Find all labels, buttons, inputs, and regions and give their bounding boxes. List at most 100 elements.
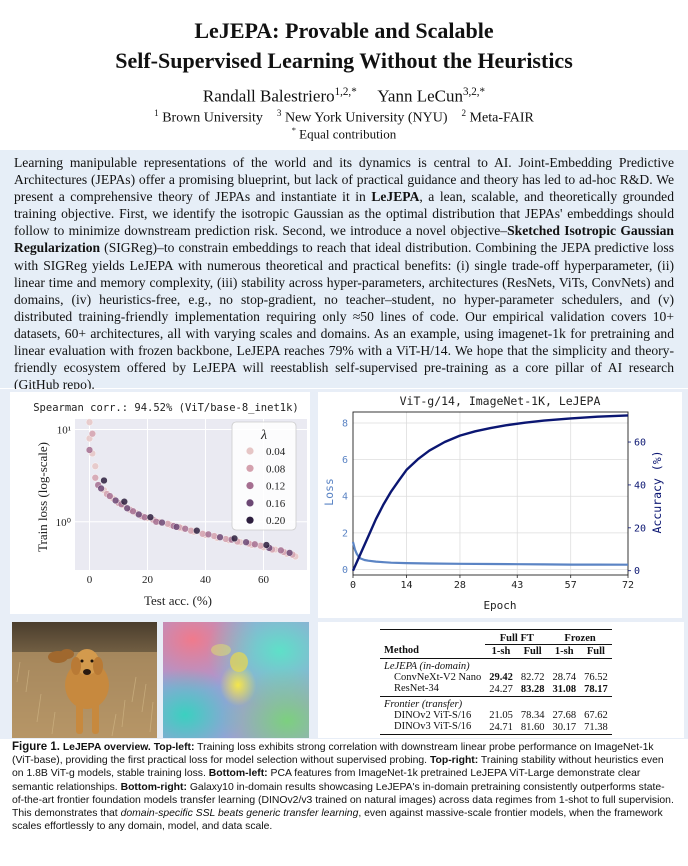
legend-label: 0.16 (266, 498, 286, 510)
scatter-point (88, 430, 97, 438)
scatter-x-tick-label: 0 (87, 574, 93, 586)
line-xlabel: Epoch (483, 599, 516, 612)
abstract-part-2: , a lean, scalable, and theoretically gr… (14, 189, 674, 239)
caption-label: Figure 1. (12, 741, 60, 753)
group-frozen: Frozen (564, 633, 596, 644)
scatter-y-tick-label: 10¹ (57, 425, 71, 437)
line-y-left-tick-label: 4 (342, 492, 348, 503)
group-full-ft: Full FT (499, 633, 534, 644)
title-line-1: LeJEPA: Provable and Scalable (194, 18, 494, 43)
scatter-point (97, 484, 105, 492)
group-rule-2 (548, 644, 612, 645)
legend-label: 0.08 (266, 463, 286, 475)
legend-marker (246, 482, 254, 490)
table-row: DINOv3 ViT-S/16 24.71 81.60 30.17 71.38 (380, 721, 612, 735)
training-chart-card: ViT-g/14, ImageNet-1K, LeJEPA Epoch Loss… (318, 392, 682, 618)
line-series (351, 414, 629, 572)
cell: 29.42 (489, 672, 513, 683)
line-x-tick-label: 57 (565, 580, 577, 591)
results-table-wrap: Full FT Frozen Method 1-sh Full 1-sh Ful… (318, 622, 684, 738)
line-y-right-tick-label: 60 (634, 438, 646, 449)
cell: 82.72 (520, 672, 545, 683)
scatter-point (85, 446, 94, 454)
scatter-y-tick-label: 10⁰ (56, 517, 72, 529)
github-link[interactable]: GitHub repo (18, 377, 87, 393)
caption-text-3: PCA features from ImageNet-1k pretrained… (12, 768, 641, 793)
line-y-left-tick-label: 0 (342, 565, 348, 576)
section-lejepa: LeJEPA (in-domain) (384, 661, 470, 672)
scatter-x-tick-label: 60 (258, 574, 270, 586)
affil-3: New York University (NYU) (284, 110, 448, 126)
line-ylabel-right: Accuracy (%) (650, 450, 664, 533)
caption-text-4: Galaxy10 in-domain results showcasing Le… (12, 781, 674, 820)
results-table: Full FT Frozen Method 1-sh Full 1-sh Ful… (380, 629, 612, 735)
line-x-tick-label: 28 (454, 580, 466, 591)
scatter-point (262, 541, 271, 549)
row-method: ConvNeXt-V2 Nano (394, 672, 482, 683)
row-method: ResNet-34 (394, 683, 439, 694)
scatter-point (111, 496, 120, 505)
caption-bold-1: LeJEPA overview. Top-left: (62, 742, 195, 753)
line-y-right-tick-label: 40 (634, 480, 646, 491)
table-row: ConvNeXt-V2 Nano 29.42 82.72 28.74 76.52 (380, 672, 612, 683)
line-y-right-tick-label: 0 (634, 566, 640, 577)
scatter-ylabel: Train loss (log-scale) (35, 442, 50, 552)
caption-text-2: Training stability without heuristics ev… (12, 755, 664, 780)
line-x-tick-label: 72 (622, 580, 634, 591)
legend-marker (246, 516, 254, 524)
col-method: Method (384, 645, 419, 656)
caption-bold-4: Bottom-right: (120, 781, 187, 793)
equal-contribution-note: * Equal contribution (0, 125, 688, 142)
line-plot-frame (352, 411, 629, 576)
line-y-right-tick-label: 20 (634, 523, 646, 534)
cell: 78.34 (520, 710, 545, 721)
cell: 71.38 (584, 722, 608, 733)
paper-title: LeJEPA: Provable and Scalable Self-Super… (0, 16, 688, 76)
cell: 27.68 (552, 710, 577, 721)
scatter-point (251, 540, 259, 548)
scatter-point (230, 534, 239, 543)
author-1-sup: 1,2,* (334, 86, 357, 98)
legend-label: 0.04 (266, 446, 286, 458)
contrib-text: Equal contribution (299, 126, 397, 142)
abstract-keyword-sigreg: Sketched Isotropic Gaussian Regularizati… (14, 223, 674, 256)
abstract-part-1: Learning manipulable representations of … (14, 155, 674, 205)
cell: 21.05 (489, 710, 513, 721)
col-1sh-frozen: 1-sh (554, 646, 574, 657)
line-series-accuracy (351, 414, 629, 572)
scatter-point (106, 492, 114, 500)
line-x-tick-label: 0 (350, 580, 356, 591)
caption-italic: domain-specific SSL beats generic transf… (120, 808, 359, 820)
line-series-loss (351, 541, 629, 566)
affil-1-sup: 1 (154, 108, 159, 118)
scatter-point (100, 476, 108, 485)
row-method: DINOv3 ViT-S/16 (394, 721, 472, 732)
dog-photo-illustration (12, 622, 157, 738)
author-1: Randall Balestriero (202, 86, 335, 106)
cell: 67.62 (584, 710, 608, 721)
scatter-chart: Spearman corr.: 94.52% (ViT/base-8_inet1… (33, 402, 307, 608)
scatter-point (120, 498, 128, 506)
caption-bold-2: Top-right: (429, 755, 479, 767)
cell: 30.17 (552, 722, 577, 733)
scatter-point (135, 510, 143, 519)
cell: 76.52 (584, 672, 608, 683)
group-rule-1 (485, 644, 549, 645)
scatter-point (277, 546, 285, 554)
scatter-x-tick-label: 20 (142, 574, 154, 586)
scatter-xlabel: Test acc. (%) (144, 593, 212, 608)
affil-1: Brown University (162, 110, 263, 126)
abstract-keyword-lejepa: LeJEPA (371, 189, 420, 205)
scatter-chart-card: Spearman corr.: 94.52% (ViT/base-8_inet1… (10, 392, 310, 614)
author-2-sup: 3,2,* (462, 86, 486, 98)
title-line-2: Self-Supervised Learning Without the Heu… (115, 48, 573, 73)
authors: Randall Balestriero1,2,* Yann LeCun3,2,* (0, 86, 688, 107)
cell: 28.74 (552, 672, 577, 683)
line-title: ViT-g/14, ImageNet-1K, LeJEPA (400, 394, 601, 408)
scatter-legend: λ 0.04 0.08 0.12 0.16 0.20 (231, 421, 297, 531)
training-chart: ViT-g/14, ImageNet-1K, LeJEPA Epoch Loss… (322, 394, 664, 612)
scatter-point (204, 530, 213, 538)
row-method: DINOv2 ViT-S/16 (394, 710, 472, 721)
affil-2: Meta-FAIR (469, 110, 534, 126)
col-full-ft: Full (523, 646, 542, 657)
